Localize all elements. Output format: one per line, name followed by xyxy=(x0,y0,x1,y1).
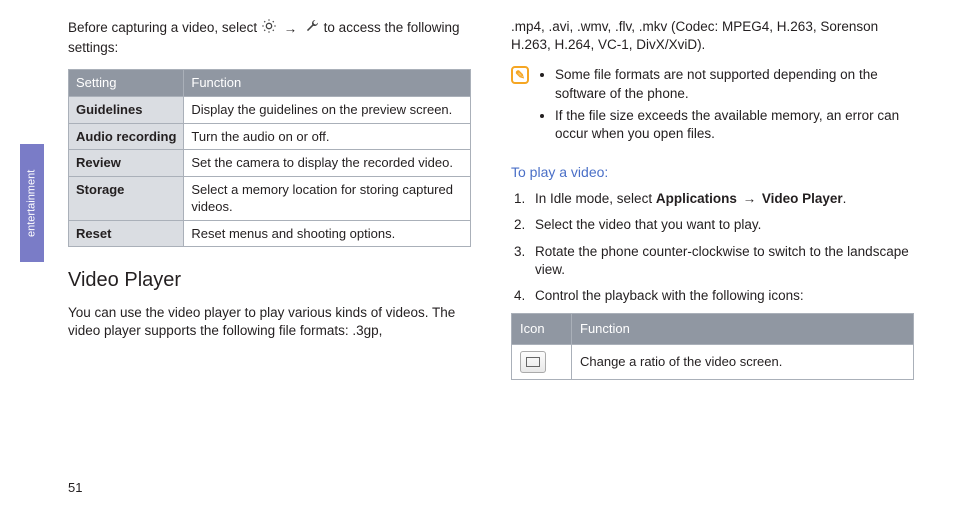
play-video-title: To play a video: xyxy=(511,163,914,182)
gear-icon xyxy=(261,18,277,39)
settings-th-function: Function xyxy=(184,70,471,97)
page-number: 51 xyxy=(68,479,82,497)
step1-videoplayer: Video Player xyxy=(762,191,843,206)
video-player-desc: You can use the video player to play var… xyxy=(68,304,471,340)
intro-paragraph: Before capturing a video, select → to ac… xyxy=(68,18,471,57)
formats-text: .mp4, .avi, .wmv, .flv, .mkv (Codec: MPE… xyxy=(511,18,914,54)
step-item: Rotate the phone counter-clockwise to sw… xyxy=(529,243,914,279)
video-player-heading: Video Player xyxy=(68,267,471,294)
table-row: Review Set the camera to display the rec… xyxy=(69,150,471,177)
left-column: Before capturing a video, select → to ac… xyxy=(68,18,471,477)
step-item: Control the playback with the following … xyxy=(529,287,914,305)
setting-name: Guidelines xyxy=(69,96,184,123)
setting-func: Turn the audio on or off. xyxy=(184,123,471,150)
aspect-ratio-icon xyxy=(520,351,546,373)
icon-func: Change a ratio of the video screen. xyxy=(572,344,914,379)
right-column: .mp4, .avi, .wmv, .flv, .mkv (Codec: MPE… xyxy=(511,18,914,477)
step1-applications: Applications xyxy=(656,191,737,206)
step1-after: . xyxy=(843,191,847,206)
icons-th-icon: Icon xyxy=(512,314,572,345)
setting-name: Reset xyxy=(69,220,184,247)
icons-th-func: Function xyxy=(572,314,914,345)
note-icon: ✎ xyxy=(511,66,529,84)
setting-func: Display the guidelines on the preview sc… xyxy=(184,96,471,123)
setting-name: Review xyxy=(69,150,184,177)
setting-name: Audio recording xyxy=(69,123,184,150)
step1-before: In Idle mode, select xyxy=(535,191,656,206)
table-row: Audio recording Turn the audio on or off… xyxy=(69,123,471,150)
table-row: Reset Reset menus and shooting options. xyxy=(69,220,471,247)
setting-func: Select a memory location for storing cap… xyxy=(184,176,471,220)
icon-cell xyxy=(512,344,572,379)
note-list: Some file formats are not supported depe… xyxy=(555,66,914,147)
step-item: Select the video that you want to play. xyxy=(529,216,914,234)
content: Before capturing a video, select → to ac… xyxy=(68,18,914,477)
setting-func: Set the camera to display the recorded v… xyxy=(184,150,471,177)
wrench-icon xyxy=(304,18,320,39)
note-block: ✎ Some file formats are not supported de… xyxy=(511,66,914,147)
setting-func: Reset menus and shooting options. xyxy=(184,220,471,247)
settings-th-setting: Setting xyxy=(69,70,184,97)
step-item: In Idle mode, select Applications → Vide… xyxy=(529,190,914,208)
note-item: Some file formats are not supported depe… xyxy=(555,66,914,102)
settings-table: Setting Function Guidelines Display the … xyxy=(68,69,471,247)
side-tab: entertainment xyxy=(20,0,44,517)
table-row: Guidelines Display the guidelines on the… xyxy=(69,96,471,123)
table-row: Storage Select a memory location for sto… xyxy=(69,176,471,220)
arrow-icon: → xyxy=(284,20,298,38)
steps-list: In Idle mode, select Applications → Vide… xyxy=(511,190,914,305)
side-tab-label: entertainment xyxy=(20,144,44,262)
menu-arrow-icon: → xyxy=(743,191,757,206)
intro-text-before: Before capturing a video, select xyxy=(68,20,261,35)
setting-name: Storage xyxy=(69,176,184,220)
table-row: Change a ratio of the video screen. xyxy=(512,344,914,379)
note-item: If the file size exceeds the available m… xyxy=(555,107,914,143)
icons-table: Icon Function Change a ratio of the vide… xyxy=(511,313,914,380)
